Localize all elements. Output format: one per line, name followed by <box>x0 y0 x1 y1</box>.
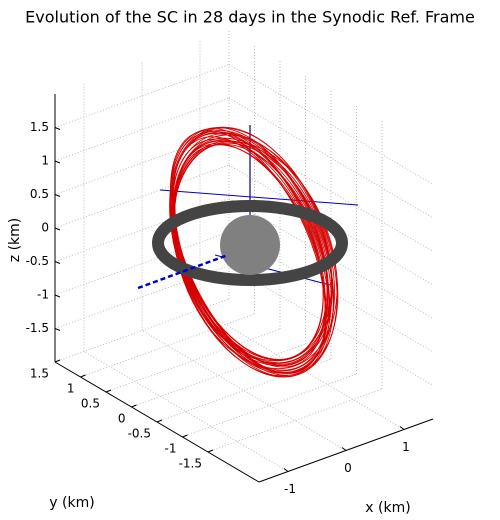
ring <box>152 200 348 286</box>
x-tick-label: -1 <box>284 482 296 496</box>
y-axis-label: y (km) <box>49 495 94 511</box>
z-tick-label: 1 <box>41 154 49 168</box>
grid-line <box>80 313 255 378</box>
grid-line <box>156 358 332 423</box>
tick-mark <box>54 294 61 298</box>
body <box>220 215 280 275</box>
y-tick-label: -1 <box>165 442 177 456</box>
y-tick-label: 1 <box>67 382 75 396</box>
tick-mark <box>80 374 86 378</box>
grid-line <box>207 388 383 453</box>
tick-mark <box>54 160 61 164</box>
tick-mark <box>54 194 61 197</box>
z-tick-label: -0.5 <box>26 254 49 268</box>
grid-line <box>83 351 289 472</box>
tick-mark <box>156 419 163 423</box>
grid-line <box>54 164 230 229</box>
grid-line <box>54 265 230 329</box>
grid-line <box>105 328 281 393</box>
tick-mark <box>182 434 188 438</box>
z-tick-label: 0 <box>41 221 49 235</box>
tick-mark <box>131 404 137 408</box>
z-tick-label: 1.5 <box>30 120 49 134</box>
grid-line <box>54 64 230 128</box>
y-tick-label: 0 <box>118 412 126 426</box>
chart-title: Evolution of the SC in 28 days in the Sy… <box>25 8 475 27</box>
x-tick-label: 0 <box>344 461 352 475</box>
scene <box>137 125 359 378</box>
tick-mark <box>54 359 61 363</box>
grid-line <box>141 330 347 451</box>
tick-mark <box>54 127 61 130</box>
axis-line <box>159 189 359 206</box>
z-axis-label: z (km) <box>7 218 23 262</box>
grid-line <box>54 131 230 195</box>
y-tick-label: -0.5 <box>128 427 151 441</box>
tick-mark <box>54 261 61 264</box>
y-tick-label: -1.5 <box>179 457 202 471</box>
grid-line <box>131 343 306 408</box>
grid-line <box>228 97 434 219</box>
grid-line <box>54 97 230 162</box>
y-tick-label: 1.5 <box>30 367 49 381</box>
z-tick-label: -1 <box>37 288 49 302</box>
tick-mark <box>283 468 289 472</box>
grid-line <box>199 309 405 430</box>
grid-line <box>228 64 434 185</box>
tick-mark <box>207 449 214 453</box>
tick-mark <box>341 447 347 451</box>
x-axis-label: x (km) <box>365 500 410 516</box>
grid-line <box>182 373 357 438</box>
x-tick-label: 1 <box>402 440 410 454</box>
tick-mark <box>54 227 61 231</box>
tick-mark <box>399 426 405 430</box>
z-tick-label: 0.5 <box>30 187 49 201</box>
grid-line <box>228 164 434 286</box>
grid-line <box>54 298 230 363</box>
tick-mark <box>54 328 61 331</box>
z-tick-label: -1.5 <box>26 321 49 335</box>
tick-mark <box>105 389 112 393</box>
grid-line <box>54 231 230 296</box>
grid-line <box>54 198 230 262</box>
y-tick-label: 0.5 <box>81 397 100 411</box>
